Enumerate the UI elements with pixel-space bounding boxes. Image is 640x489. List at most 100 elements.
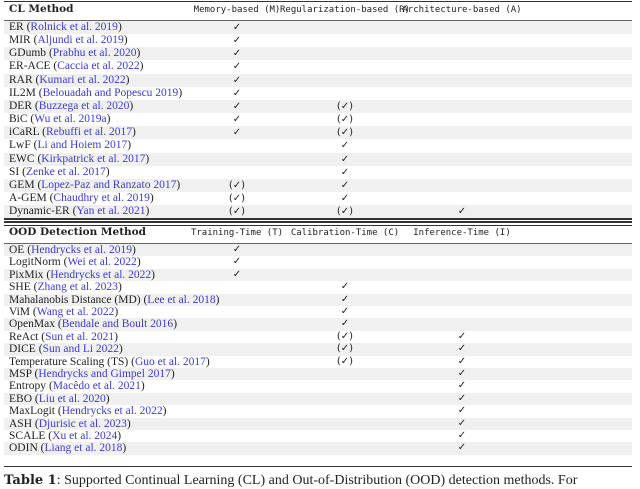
citation-link[interactable]: Djurisic et al. 2023 bbox=[38, 417, 127, 430]
citation-link[interactable]: Hendrycks et al. 2022 bbox=[61, 405, 163, 418]
table-row: Entropy (Macêdo et al. 2021) ✓ bbox=[4, 380, 632, 392]
table-row: PixMix (Hendrycks et al. 2022) ✓ bbox=[4, 268, 632, 282]
method-name: LwF bbox=[9, 139, 31, 152]
partial-checkmark-icon: (✓) bbox=[228, 206, 246, 218]
method-name: RAR bbox=[9, 73, 33, 86]
checkmark-icon: ✓ bbox=[232, 22, 242, 33]
citation-link[interactable]: Belouadah and Popescu 2019 bbox=[42, 86, 179, 99]
method-cell: RAR (Kumari et al. 2022) bbox=[9, 73, 130, 86]
method-cell: DICE (Sun and Li 2022) bbox=[9, 343, 123, 356]
checkmark-icon: ✓ bbox=[232, 256, 242, 268]
method-name: Mahalanobis Distance (MD) bbox=[9, 293, 141, 306]
method-name: ViM bbox=[9, 306, 31, 318]
table-row: OE (Hendrycks et al. 2019) ✓ bbox=[4, 244, 632, 257]
citation-link[interactable]: Rolnick et al. 2019 bbox=[30, 21, 118, 33]
table-row: SCALE (Xu et al. 2024) ✓ bbox=[4, 430, 632, 442]
bottom-rule bbox=[4, 466, 632, 467]
citation-link[interactable]: Prabhu et al. 2020 bbox=[52, 47, 137, 60]
method-name: Entropy bbox=[9, 380, 47, 393]
citation-link[interactable]: Lee et al. 2018 bbox=[147, 293, 216, 306]
method-name: EBO bbox=[9, 392, 32, 405]
method-cell: Dynamic-ER (Yan et al. 2021) bbox=[9, 205, 150, 218]
table-row: ER-ACE (Caccia et al. 2022) ✓ bbox=[4, 60, 632, 73]
checkmark-icon: ✓ bbox=[457, 355, 467, 367]
method-name: DER bbox=[9, 99, 32, 112]
citation-link[interactable]: Buzzega et al. 2020 bbox=[38, 99, 130, 112]
citation-link[interactable]: Hendrycks and Gimpel 2017 bbox=[38, 368, 171, 380]
citation-link[interactable]: Kirkpatrick et al. 2017 bbox=[41, 152, 146, 165]
method-cell: LogitNorm (Wei et al. 2022) bbox=[9, 256, 141, 269]
citation-link[interactable]: Liu et al. 2020 bbox=[38, 392, 106, 405]
table-row: BiC (Wu et al. 2019a) ✓ (✓) bbox=[4, 113, 632, 126]
method-cell: ViM (Wang et al. 2022) bbox=[9, 306, 119, 318]
citation-link[interactable]: Wang et al. 2022 bbox=[36, 306, 115, 318]
header-rule bbox=[4, 243, 632, 244]
citation-link[interactable]: Rebuffi et al. 2017 bbox=[45, 126, 132, 139]
method-name: OE bbox=[9, 244, 25, 256]
partial-checkmark-icon: (✓) bbox=[336, 100, 354, 112]
table-row: ViM (Wang et al. 2022) ✓ bbox=[4, 306, 632, 318]
checkmark-icon: ✓ bbox=[340, 166, 350, 178]
citation-link[interactable]: Wu et al. 2019a bbox=[34, 113, 107, 126]
citation-link[interactable]: Wei et al. 2022 bbox=[67, 256, 137, 269]
method-cell: ER-ACE (Caccia et al. 2022) bbox=[9, 60, 144, 73]
method-name: Dynamic-ER bbox=[9, 205, 70, 218]
citation-link[interactable]: Sun and Li 2022 bbox=[42, 343, 119, 356]
checkmark-icon: ✓ bbox=[232, 268, 242, 280]
checkmark-icon: ✓ bbox=[340, 293, 350, 305]
checkmark-icon: ✓ bbox=[457, 405, 467, 417]
checkmark-icon: ✓ bbox=[232, 114, 242, 126]
method-cell: ER (Rolnick et al. 2019) bbox=[9, 21, 122, 33]
method-name: ODIN bbox=[9, 442, 38, 455]
method-header: CL Method bbox=[9, 3, 74, 15]
checkmark-icon: ✓ bbox=[457, 442, 467, 454]
checkmark-icon: ✓ bbox=[457, 343, 467, 355]
table-row: RAR (Kumari et al. 2022) ✓ bbox=[4, 73, 632, 87]
citation-link[interactable]: Xu et al. 2024 bbox=[52, 430, 118, 442]
citation-link[interactable]: Kumari et al. 2022 bbox=[39, 73, 126, 86]
table-row: LwF (Li and Hoiem 2017) ✓ bbox=[4, 139, 632, 152]
citation-link[interactable]: Yan et al. 2021 bbox=[76, 205, 146, 218]
table-row: SHE (Zhang et al. 2023) ✓ bbox=[4, 281, 632, 293]
citation-link[interactable]: Liang et al. 2018 bbox=[44, 442, 123, 455]
column-header: Memory-based (M) bbox=[193, 5, 281, 15]
citation-link[interactable]: Caccia et al. 2022 bbox=[57, 60, 140, 73]
checkmark-icon: ✓ bbox=[232, 74, 242, 86]
citation-link[interactable]: Li and Hoiem 2017 bbox=[37, 139, 128, 152]
citation-link[interactable]: Macêdo et al. 2021 bbox=[52, 380, 141, 393]
partial-checkmark-icon: (✓) bbox=[336, 330, 354, 342]
citation-link[interactable]: Aljundi et al. 2019 bbox=[37, 34, 124, 47]
table-row: SI (Zenke et al. 2017) ✓ bbox=[4, 166, 632, 179]
citation-link[interactable]: Hendrycks et al. 2019 bbox=[31, 244, 132, 256]
table-row: Temperature Scaling (TS) (Guo et al. 201… bbox=[4, 356, 632, 368]
table-row: A-GEM (Chaudhry et al. 2019) (✓) ✓ bbox=[4, 192, 632, 205]
citation-link[interactable]: Zhang et al. 2023 bbox=[37, 281, 118, 294]
checkmark-icon: ✓ bbox=[340, 281, 350, 293]
method-cell: EWC (Kirkpatrick et al. 2017) bbox=[9, 152, 150, 165]
method-name: iCaRL bbox=[9, 126, 40, 139]
checkmark-icon: ✓ bbox=[340, 192, 350, 204]
method-cell: OE (Hendrycks et al. 2019) bbox=[9, 244, 136, 256]
table-row: GEM (Lopez-Paz and Ranzato 2017) (✓) ✓ bbox=[4, 178, 632, 192]
citation-link[interactable]: Lopez-Paz and Ranzato 2017 bbox=[41, 178, 177, 191]
table-row: MaxLogit (Hendrycks et al. 2022) ✓ bbox=[4, 405, 632, 417]
method-cell: ReAct (Sun et al. 2021) bbox=[9, 330, 118, 343]
citation-link[interactable]: Sun et al. 2021 bbox=[45, 330, 115, 343]
citation-link[interactable]: Chaudhry et al. 2019 bbox=[53, 191, 150, 204]
table-row: GDumb (Prabhu et al. 2020) ✓ bbox=[4, 47, 632, 61]
citation-link[interactable]: Zenke et al. 2017 bbox=[25, 165, 106, 178]
partial-checkmark-icon: (✓) bbox=[336, 114, 354, 126]
column-header: Regularization-based (R) bbox=[279, 5, 411, 15]
method-cell: LwF (Li and Hoiem 2017) bbox=[9, 139, 132, 152]
citation-link[interactable]: Hendrycks et al. 2022 bbox=[50, 268, 152, 281]
cl-methods-table: CL Method Memory-based (M) Regularization-… bbox=[4, 0, 632, 222]
checkmark-icon: ✓ bbox=[340, 179, 350, 191]
citation-link[interactable]: Bendale and Boult 2016 bbox=[61, 318, 174, 331]
checkmark-icon: ✓ bbox=[457, 417, 467, 429]
method-name: ReAct bbox=[9, 330, 39, 343]
citation-link[interactable]: Guo et al. 2017 bbox=[134, 355, 206, 368]
column-header: Architecture-based (A) bbox=[402, 5, 522, 15]
ood-methods-table: OOD Detection Method Training-Time (T) Cal… bbox=[4, 222, 632, 470]
caption-text: : Supported Continual Learning (CL) and … bbox=[56, 473, 578, 488]
table-row: MIR (Aljundi et al. 2019) ✓ bbox=[4, 34, 632, 47]
